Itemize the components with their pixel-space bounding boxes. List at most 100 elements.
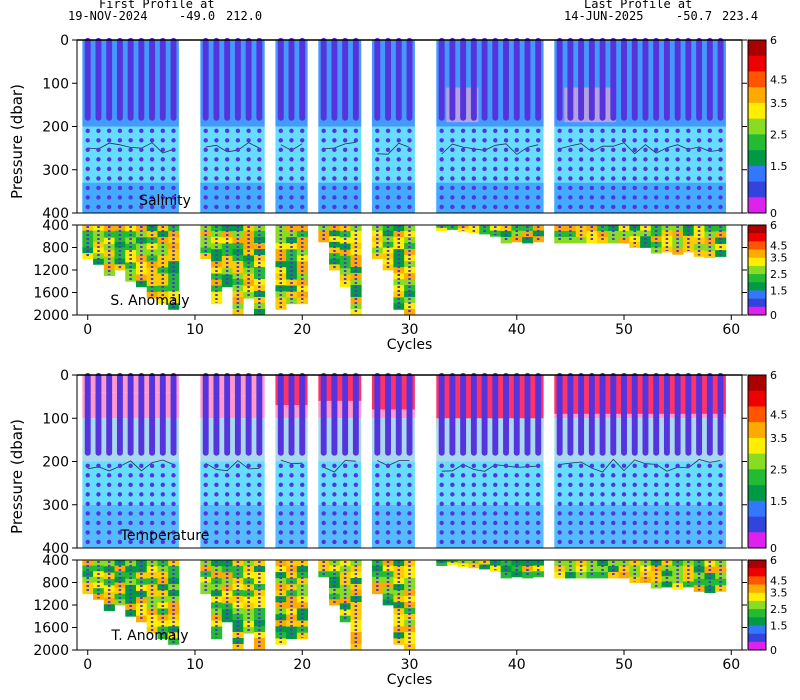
anomaly-cell bbox=[575, 237, 587, 244]
profile-point bbox=[503, 147, 509, 153]
profile-point bbox=[589, 520, 595, 526]
profile-point bbox=[139, 138, 144, 143]
profile-point bbox=[106, 204, 112, 210]
anomaly-cell bbox=[221, 237, 233, 244]
profile-point bbox=[439, 185, 444, 191]
profile-point bbox=[643, 138, 648, 143]
profile-point bbox=[214, 195, 219, 200]
profile-point bbox=[106, 195, 112, 200]
colorbar-swatch bbox=[748, 282, 766, 291]
anomaly-cell bbox=[82, 560, 94, 567]
colorbar-label: 3.5 bbox=[770, 587, 788, 600]
profile-point bbox=[117, 539, 123, 545]
x-axis-label: Cycles bbox=[387, 337, 433, 353]
profile-point bbox=[246, 147, 251, 153]
anomaly-cell bbox=[286, 249, 298, 256]
profile-point bbox=[482, 204, 487, 210]
profile-point bbox=[149, 128, 155, 134]
profile-point bbox=[525, 482, 530, 488]
profile-point bbox=[675, 166, 680, 172]
profile-point bbox=[128, 185, 133, 191]
profile-point bbox=[300, 185, 305, 191]
profile-point bbox=[589, 482, 595, 488]
profile-point bbox=[300, 511, 305, 516]
profile-point bbox=[460, 501, 466, 507]
profile-point bbox=[536, 539, 541, 545]
anomaly-cell bbox=[211, 261, 223, 268]
profile-point bbox=[149, 530, 155, 535]
profile-point bbox=[589, 166, 595, 172]
profile-point bbox=[503, 204, 509, 210]
profile-point bbox=[235, 501, 241, 507]
profile-point bbox=[696, 195, 702, 200]
profile-point bbox=[696, 501, 702, 507]
profile-point bbox=[171, 147, 176, 153]
profile-point bbox=[514, 176, 519, 181]
profile-point bbox=[149, 138, 155, 143]
profile-point bbox=[128, 138, 133, 143]
profile-point bbox=[278, 166, 283, 172]
profile-point bbox=[503, 539, 509, 545]
contour-line bbox=[87, 142, 174, 154]
profile-point bbox=[482, 530, 487, 535]
anomaly-cell bbox=[157, 249, 169, 256]
profile-point bbox=[707, 511, 713, 516]
profile-point bbox=[643, 501, 648, 507]
temperature-field bbox=[82, 372, 726, 548]
profile-point bbox=[589, 157, 595, 162]
anomaly-cell bbox=[447, 562, 459, 565]
anomaly-cell bbox=[286, 273, 298, 280]
anomaly-cell bbox=[232, 584, 244, 591]
profile-point bbox=[514, 157, 519, 162]
profile-point bbox=[117, 157, 123, 162]
y-axis-label: Pressure (dbar) bbox=[8, 84, 26, 199]
anomaly-cell bbox=[275, 249, 287, 256]
profile-point bbox=[557, 501, 562, 507]
profile-point bbox=[632, 185, 637, 191]
y-tick-label: 1200 bbox=[33, 598, 69, 614]
profile-point bbox=[214, 539, 219, 545]
profile-point bbox=[696, 166, 702, 172]
profile-point bbox=[160, 492, 166, 497]
profile-point bbox=[300, 492, 305, 497]
colorbar-frame bbox=[747, 374, 767, 549]
profile-point bbox=[493, 530, 498, 535]
anomaly-cell bbox=[672, 577, 684, 584]
anomaly-cell bbox=[243, 596, 255, 604]
profile-point bbox=[664, 166, 670, 172]
anomaly-cell bbox=[715, 237, 727, 245]
profile-point bbox=[321, 511, 326, 516]
profile-point bbox=[578, 539, 584, 545]
profile-point bbox=[536, 492, 541, 497]
profile-point bbox=[289, 539, 294, 545]
contour-line bbox=[323, 460, 356, 473]
profile-point bbox=[643, 473, 648, 478]
anomaly-cell bbox=[693, 560, 705, 567]
profile-point bbox=[342, 511, 348, 516]
anomaly-cell bbox=[350, 620, 362, 627]
anomaly-cell bbox=[232, 572, 244, 579]
profile-point bbox=[85, 157, 90, 162]
profile-point bbox=[203, 482, 208, 488]
s-anomaly-field bbox=[82, 225, 727, 316]
anomaly-cell bbox=[286, 237, 298, 244]
profile-point bbox=[514, 492, 519, 497]
anomaly-cell bbox=[629, 576, 641, 583]
profile-point bbox=[257, 157, 262, 162]
profile-point bbox=[342, 204, 348, 210]
profile-point bbox=[525, 530, 530, 535]
profile-point bbox=[686, 147, 691, 153]
colorbar-label: 1.5 bbox=[770, 284, 788, 297]
anomaly-cell bbox=[232, 237, 244, 244]
profile-point bbox=[611, 473, 616, 478]
profile-point bbox=[696, 539, 702, 545]
profile-point bbox=[578, 473, 584, 478]
profile-point bbox=[471, 463, 477, 469]
profile-point bbox=[471, 520, 477, 526]
profile-point bbox=[278, 138, 283, 143]
anomaly-cell bbox=[522, 237, 534, 244]
profile-point bbox=[278, 128, 283, 134]
profile-point bbox=[85, 128, 90, 134]
profile-point bbox=[471, 128, 477, 134]
profile-point bbox=[632, 138, 637, 143]
